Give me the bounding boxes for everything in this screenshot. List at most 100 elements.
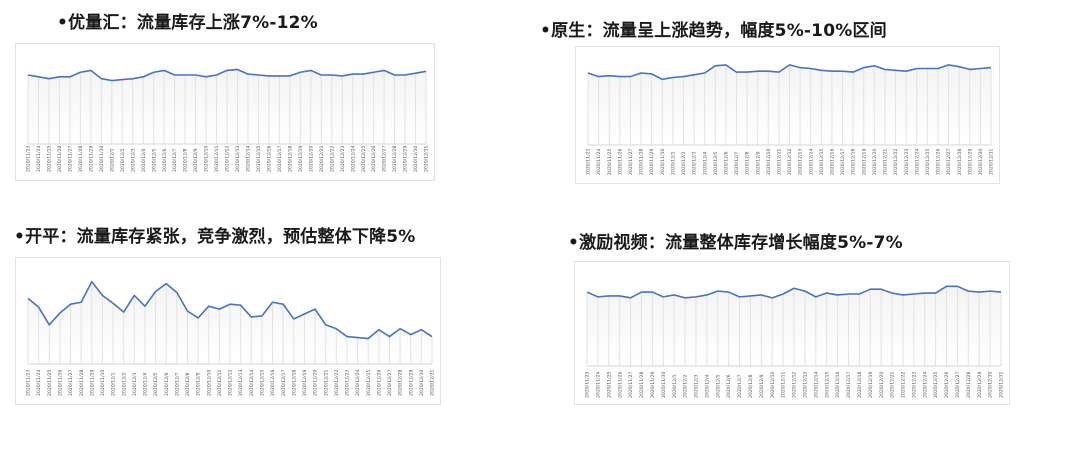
x-tick-label: 2020/12/4 — [704, 374, 710, 398]
data-point — [894, 69, 896, 71]
x-tick-label: 2020/12/19 — [868, 371, 874, 398]
data-point — [112, 302, 114, 304]
data-point — [969, 68, 971, 70]
data-point — [356, 336, 358, 338]
x-tick-label: 2020/11/28 — [639, 371, 645, 398]
data-point — [979, 67, 981, 69]
x-tick-label: 2020/11/30 — [100, 369, 106, 396]
x-tick-label: 2020/12/15 — [259, 369, 265, 396]
x-tick-label: 2020/12/19 — [861, 148, 867, 175]
x-tick-label: 2020/11/26 — [57, 369, 63, 396]
x-tick-label: 2020/12/9 — [193, 148, 199, 172]
x-tick-label: 2020/11/25 — [47, 369, 53, 396]
x-tick-label: 2020/12/13 — [238, 369, 244, 396]
x-tick-label: 2020/12/17 — [840, 148, 846, 175]
x-tick-label: 2020/12/27 — [382, 145, 388, 172]
x-tick-label: 2020/12/28 — [966, 371, 972, 398]
data-point — [186, 310, 188, 312]
x-tick-label: 2020/12/24 — [350, 145, 356, 172]
data-point — [608, 295, 610, 297]
x-tick-label: 2020/12/30 — [413, 145, 419, 172]
data-point — [989, 290, 991, 292]
x-tick-label: 2020/12/25 — [361, 145, 367, 172]
data-point — [947, 64, 949, 66]
data-point — [100, 77, 102, 79]
x-tick-label: 2020/12/6 — [162, 148, 168, 172]
x-tick-label: 2020/11/28 — [79, 369, 85, 396]
x-tick-label: 2020/12/3 — [132, 372, 138, 396]
data-point — [597, 296, 599, 298]
data-point — [672, 76, 674, 78]
x-tick-label: 2020/11/27 — [628, 148, 634, 175]
x-tick-label: 2020/12/29 — [408, 369, 414, 396]
data-point — [346, 335, 348, 337]
x-tick-label: 2020/12/11 — [214, 145, 220, 172]
chart-svg: 2020/11/23 2020/11/24 2020/11/25 2020/11/26… — [26, 68, 430, 172]
data-point — [69, 303, 71, 305]
data-point — [749, 295, 751, 297]
x-tick-label: 2020/12/19 — [298, 145, 304, 172]
data-point — [684, 297, 686, 299]
data-point — [916, 67, 918, 69]
chart-svg: 2020/11/23 2020/11/24 2020/11/25 2020/11/26… — [586, 64, 995, 175]
data-point — [863, 66, 865, 68]
x-tick-label: 2020/12/7 — [172, 148, 178, 172]
x-tick-label: 2020/11/28 — [78, 145, 84, 172]
x-tick-label: 2020/12/10 — [206, 369, 212, 396]
data-point — [990, 66, 992, 68]
x-tick-label: 2020/12/22 — [893, 148, 899, 175]
data-point — [815, 296, 817, 298]
x-tick-label: 2020/12/13 — [802, 371, 808, 398]
data-point — [303, 313, 305, 315]
x-tick-label: 2020/12/29 — [977, 371, 983, 398]
x-tick-label: 2020/12/20 — [308, 145, 314, 172]
data-point — [958, 66, 960, 68]
x-tick-label: 2020/12/29 — [967, 148, 973, 175]
x-tick-label: 2020/12/5 — [713, 151, 719, 175]
data-point — [902, 294, 904, 296]
x-tick-label: 2020/12/21 — [319, 145, 325, 172]
data-point — [362, 73, 364, 75]
data-point — [399, 328, 401, 330]
x-tick-label: 2020/12/12 — [792, 371, 798, 398]
x-tick-label: 2020/12/23 — [345, 369, 351, 396]
x-tick-label: 2020/11/29 — [649, 148, 655, 175]
data-point — [208, 305, 210, 307]
data-point — [841, 70, 843, 72]
x-tick-label: 2020/12/31 — [424, 145, 430, 172]
data-point — [799, 66, 801, 68]
x-tick-label: 2020/12/20 — [879, 371, 885, 398]
data-point — [372, 71, 374, 73]
data-point — [629, 75, 631, 77]
x-tick-label: 2020/12/1 — [670, 151, 676, 175]
x-tick-label: 2020/11/30 — [660, 148, 666, 175]
data-point — [682, 75, 684, 77]
x-tick-label: 2020/12/6 — [723, 151, 729, 175]
data-point — [673, 294, 675, 296]
x-tick-label: 2020/12/2 — [120, 148, 126, 172]
data-point — [59, 312, 61, 314]
x-tick-label: 2020/12/1 — [111, 372, 117, 396]
x-tick-label: 2020/12/22 — [329, 145, 335, 172]
data-point — [420, 329, 422, 331]
x-tick-label: 2020/12/4 — [143, 372, 149, 396]
data-point — [717, 290, 719, 292]
data-point — [945, 285, 947, 287]
data-point — [608, 75, 610, 77]
data-point — [891, 292, 893, 294]
data-point — [738, 296, 740, 298]
data-point — [229, 303, 231, 305]
chart-title-kaiping: •开平：流量库存紧张，竞争激烈，预估整体下降5% — [14, 227, 416, 247]
data-point — [257, 74, 259, 76]
data-point — [651, 291, 653, 293]
x-tick-label: 2020/12/29 — [403, 145, 409, 172]
x-tick-label: 2020/12/23 — [911, 371, 917, 398]
x-tick-label: 2020/12/21 — [323, 369, 329, 396]
data-point — [831, 70, 833, 72]
x-tick-label: 2020/12/30 — [419, 369, 425, 396]
data-point — [847, 293, 849, 295]
data-point — [788, 64, 790, 66]
x-tick-label: 2020/12/10 — [766, 148, 772, 175]
data-point — [431, 335, 433, 337]
data-point — [884, 68, 886, 70]
